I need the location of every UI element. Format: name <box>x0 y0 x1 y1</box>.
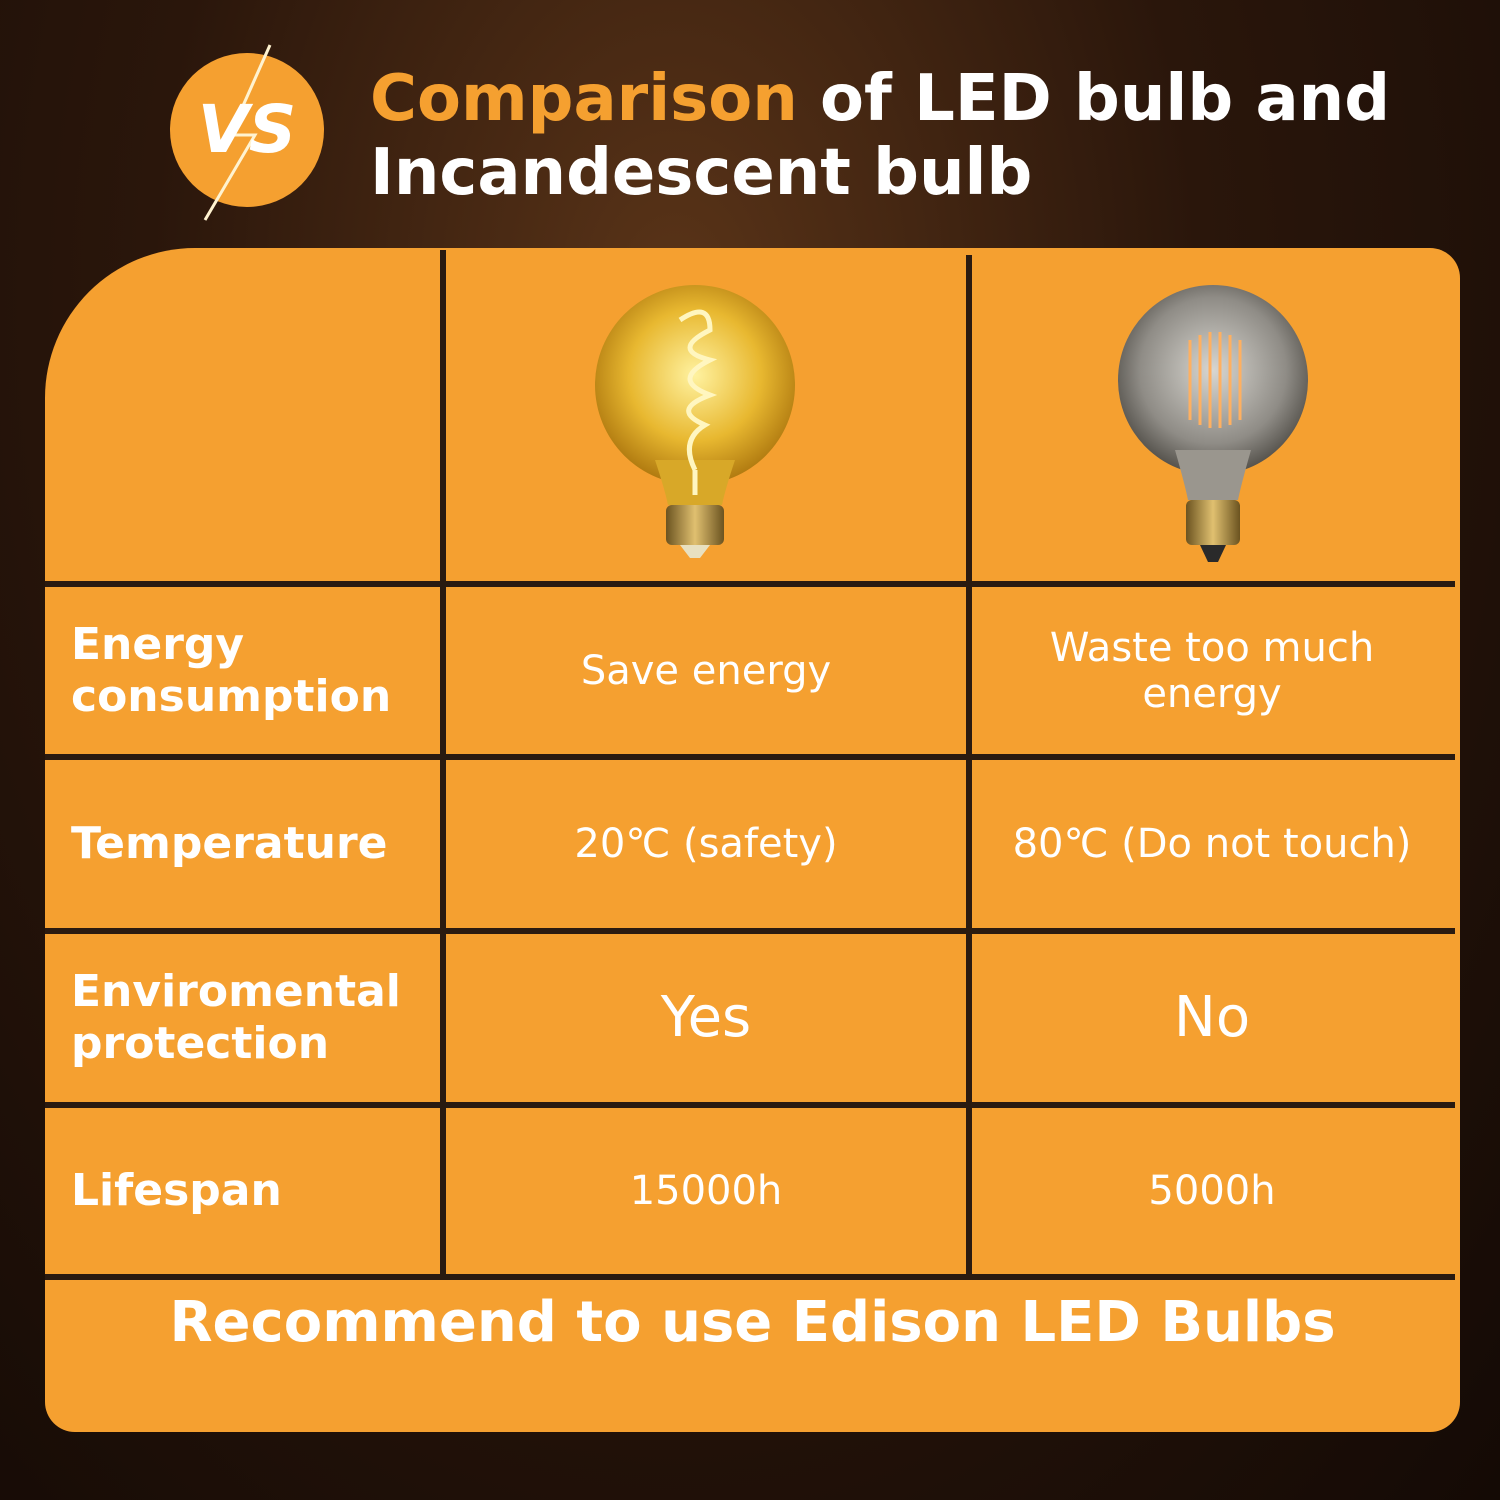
footer: Recommend to use Edison LED Bulbs <box>169 1290 1336 1355</box>
row-divider <box>45 581 1455 587</box>
badge-circle <box>170 53 324 207</box>
cell-text: 15000h <box>629 1168 783 1214</box>
cell-text: 5000h <box>1148 1168 1276 1214</box>
row-divider <box>45 754 1455 760</box>
title-highlight: Comparison <box>370 62 798 136</box>
lightning <box>203 44 272 221</box>
badge-text: VS <box>198 91 297 168</box>
row-label: Temperature <box>71 818 388 869</box>
row-label: Energy consumption <box>71 618 392 722</box>
title-line1: of LED bulb and <box>820 62 1390 136</box>
column-divider <box>440 250 446 1280</box>
row-divider <box>45 1102 1455 1108</box>
title-line2: Incandescent bulb <box>370 136 1033 210</box>
row-divider <box>45 928 1455 934</box>
vs-badge: VS <box>170 44 324 221</box>
cell-text: 20℃ (safety) <box>574 821 838 867</box>
cell-text: Waste too much energy <box>1049 624 1375 717</box>
cell-text: Save energy <box>580 647 832 694</box>
cell-text: No <box>1173 985 1251 1050</box>
led-bulb <box>595 285 795 558</box>
incandescent-bulb <box>1118 285 1308 562</box>
cell-text: 80℃ (Do not touch) <box>1012 821 1412 867</box>
cell-text: Yes <box>660 985 752 1050</box>
row-label: Lifespan <box>71 1165 282 1216</box>
column-divider <box>966 255 972 1280</box>
row-label: Enviromental protection <box>71 966 401 1069</box>
row-divider <box>45 1274 1455 1280</box>
title: Comparison of LED bulb and Incandescent … <box>370 62 1390 210</box>
